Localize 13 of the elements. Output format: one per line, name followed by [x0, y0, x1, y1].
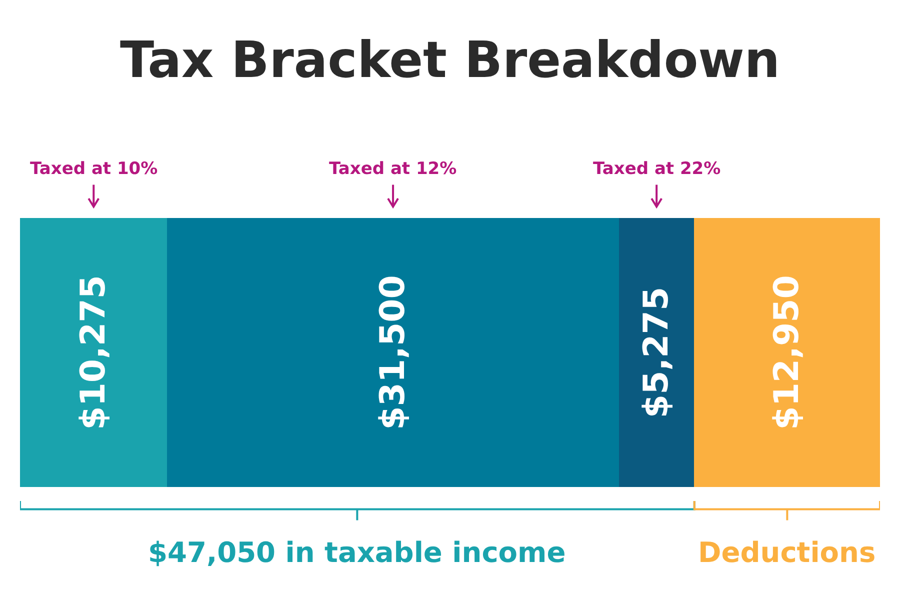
- data-label: $12,950: [767, 275, 807, 430]
- data-label: $5,275: [636, 286, 676, 418]
- text: $47,050 in taxable income: [148, 536, 566, 569]
- data-label: $31,500: [373, 275, 413, 430]
- chart-title: Tax Bracket Breakdown: [120, 31, 780, 89]
- data-label: $10,275: [74, 275, 114, 430]
- bar: [619, 218, 694, 487]
- bar: [694, 218, 880, 487]
- text: Deductions: [698, 536, 876, 569]
- text: Taxed at 22%: [593, 159, 721, 179]
- text: Taxed at 10%: [30, 159, 158, 179]
- bar: [20, 218, 167, 487]
- text: Taxed at 12%: [329, 159, 457, 179]
